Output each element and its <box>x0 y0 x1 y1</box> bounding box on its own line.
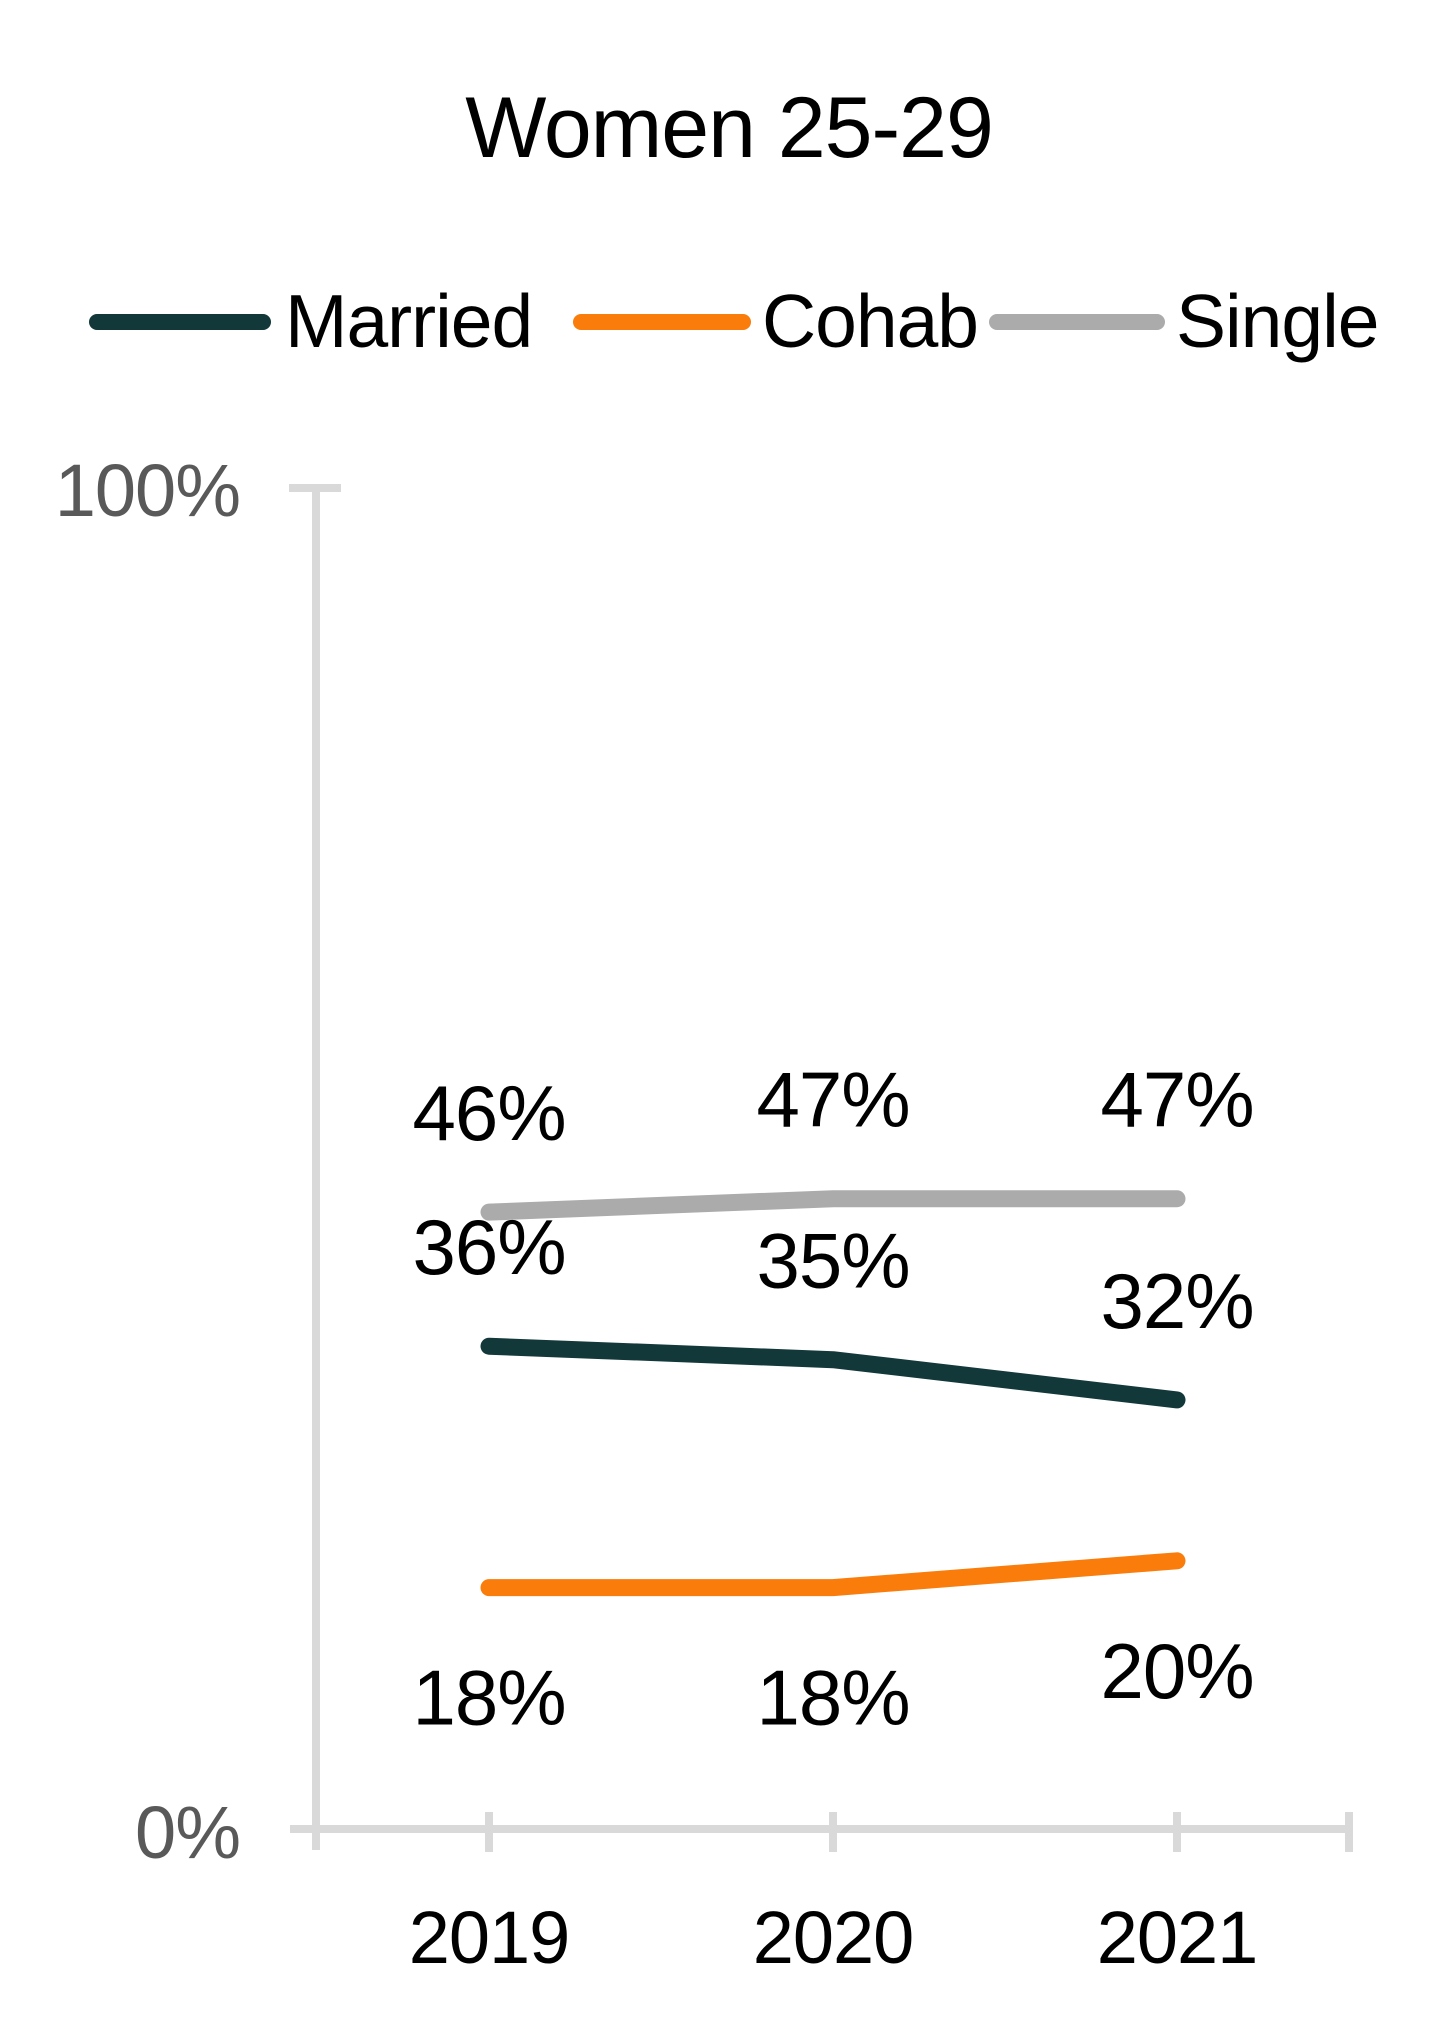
data-label-married-2019: 36% <box>412 1203 565 1291</box>
series-line-married <box>480 1337 1186 1409</box>
y-axis-label-100: 100% <box>55 449 240 532</box>
data-label-single-2021: 47% <box>1100 1056 1253 1144</box>
data-label-cohab-2020: 18% <box>756 1654 909 1742</box>
x-axis-label-2021: 2021 <box>1097 1896 1258 1979</box>
data-labels: 36% 35% 32% 18% 18% 20% 46% 47% 47% <box>412 1056 1254 1742</box>
legend-single-label: Single <box>1176 279 1378 363</box>
data-label-single-2019: 46% <box>412 1069 565 1157</box>
legend-married-label: Married <box>285 279 532 363</box>
data-label-married-2021: 32% <box>1100 1257 1253 1345</box>
series-line-single <box>480 1190 1186 1221</box>
y-axis-label-0: 0% <box>135 1791 240 1874</box>
data-label-cohab-2021: 20% <box>1100 1627 1253 1715</box>
legend: Married Cohab Single <box>89 279 1379 363</box>
series-line-cohab <box>480 1552 1186 1597</box>
x-axis-label-2020: 2020 <box>753 1896 914 1979</box>
chart-title: Women 25-29 <box>465 80 993 176</box>
legend-cohab-label: Cohab <box>762 279 978 363</box>
series-lines <box>480 1190 1186 1597</box>
x-axis: 2019 2020 2021 <box>290 1812 1353 1979</box>
x-axis-label-2019: 2019 <box>409 1896 570 1979</box>
data-label-cohab-2019: 18% <box>412 1654 565 1742</box>
data-label-married-2020: 35% <box>756 1217 909 1305</box>
data-label-single-2020: 47% <box>756 1056 909 1144</box>
y-axis: 100% 0% <box>55 449 341 1874</box>
